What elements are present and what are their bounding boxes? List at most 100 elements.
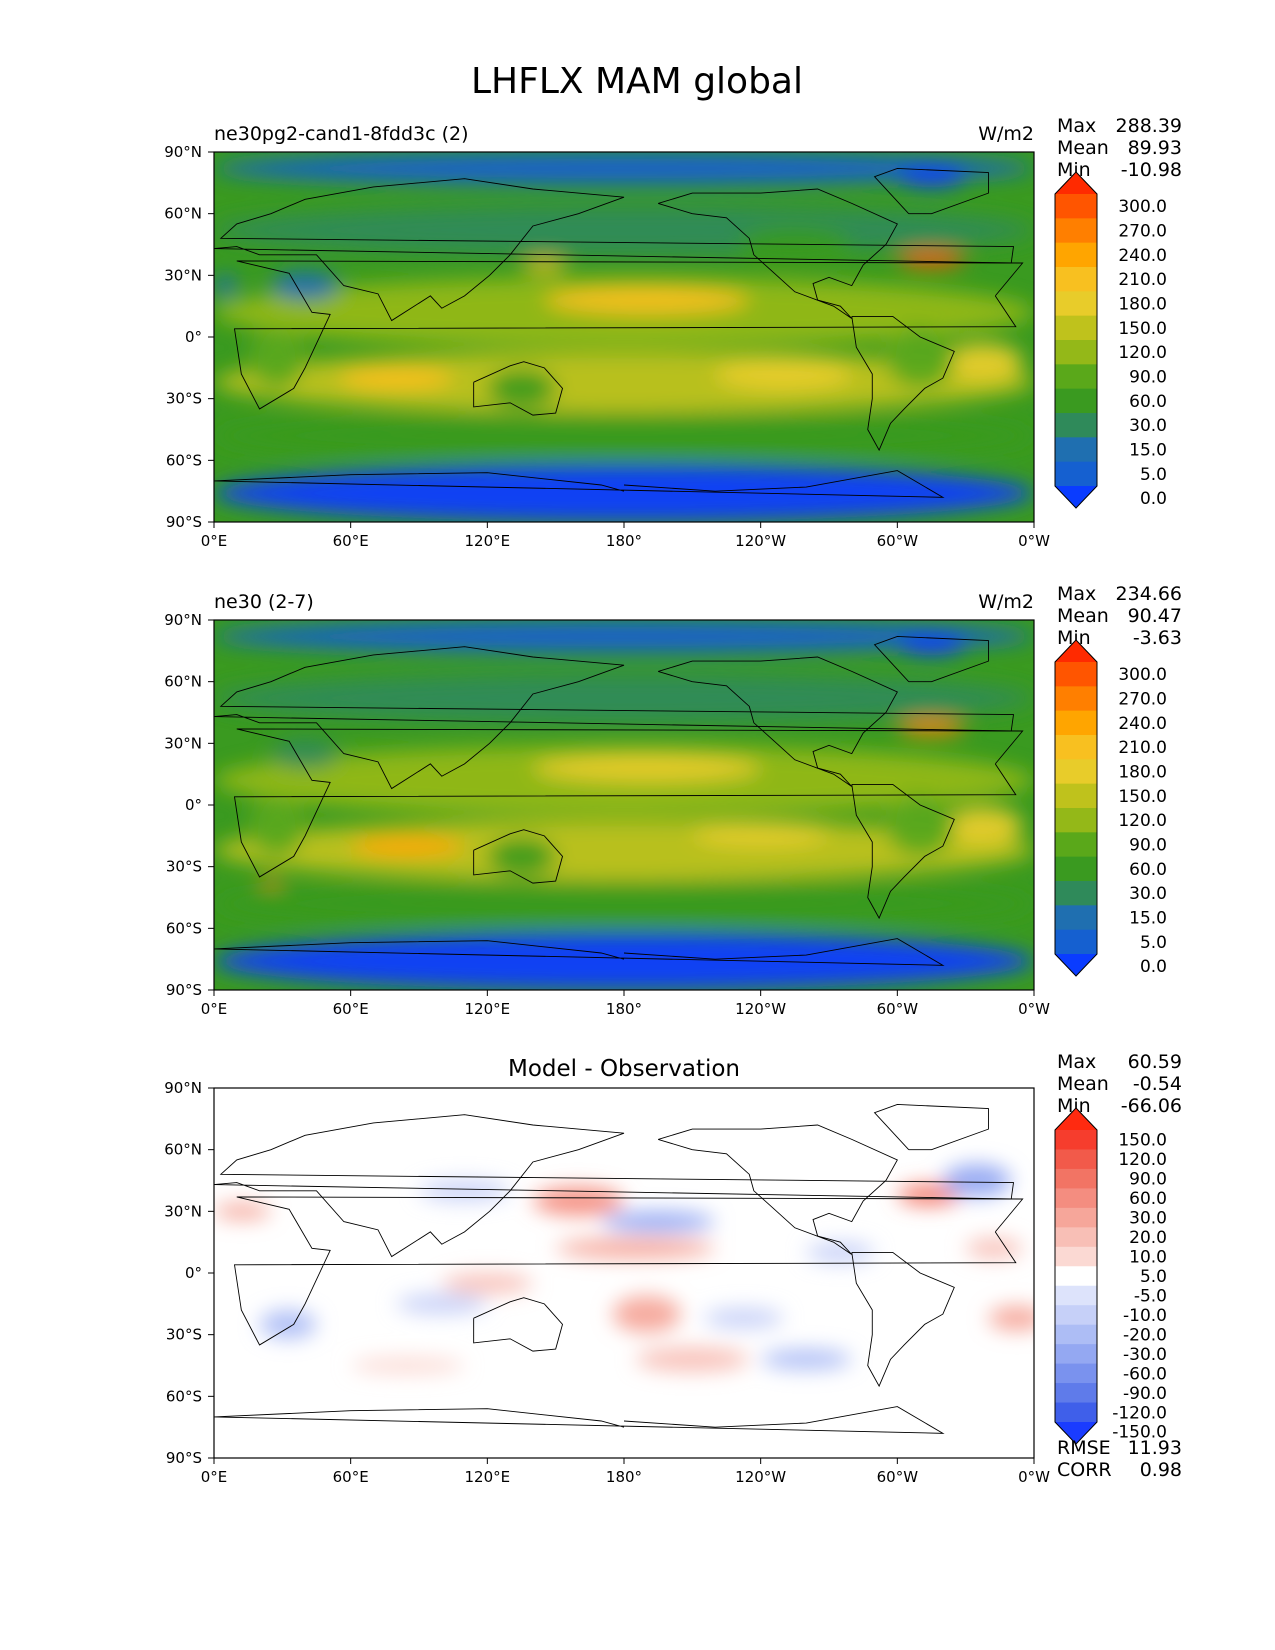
colorbar-label: 5.0 xyxy=(1140,933,1167,953)
contour-patch xyxy=(214,819,1034,882)
coastlines xyxy=(214,167,1024,498)
stat-label: Max xyxy=(1057,115,1096,137)
colorbar-extend-max xyxy=(1055,640,1097,662)
contour-patch xyxy=(806,1242,875,1263)
colorbar-segment xyxy=(1055,662,1097,687)
contour-patch xyxy=(703,1307,784,1329)
colorbar-label: 90.0 xyxy=(1129,836,1167,856)
colorbar-label: 60.0 xyxy=(1129,1189,1167,1209)
colorbar-label: 240.0 xyxy=(1118,714,1167,734)
contour-patch xyxy=(214,275,237,296)
colorbar-label: 10.0 xyxy=(1129,1248,1167,1268)
y-tick-label: 90°N xyxy=(164,1079,202,1097)
stat-value: -3.63 xyxy=(1133,627,1182,649)
colorbar-segment xyxy=(1055,1246,1097,1267)
x-tick-label: 120°W xyxy=(735,532,786,550)
contour-patch xyxy=(521,258,568,272)
colorbar-label: 270.0 xyxy=(1118,690,1167,710)
contour-patch xyxy=(897,718,966,736)
colorbar-segment xyxy=(1055,267,1097,292)
colorbar-segment xyxy=(1055,461,1097,487)
contour-patch xyxy=(692,821,830,847)
colorbar-label: 240.0 xyxy=(1118,246,1167,266)
contour-patch xyxy=(214,932,1034,990)
colorbar-label: 60.0 xyxy=(1129,860,1167,880)
coastline xyxy=(851,783,955,920)
coastline xyxy=(473,361,563,416)
colorbar-segment xyxy=(1055,1188,1097,1209)
colorbar-segment xyxy=(1055,1402,1097,1423)
contour-patch xyxy=(214,620,1034,653)
coastline xyxy=(851,315,955,452)
contour-patch xyxy=(897,1184,962,1206)
contour-patch xyxy=(555,1238,716,1259)
y-tick-label: 90°S xyxy=(166,513,202,531)
contour-patch xyxy=(441,1273,533,1294)
stat-label: Min xyxy=(1057,1095,1091,1117)
colorbar-segment xyxy=(1055,1227,1097,1248)
colorbar-segment xyxy=(1055,856,1097,882)
colorbar-label: 0.0 xyxy=(1140,957,1167,977)
colorbar-segment xyxy=(1055,1383,1097,1404)
stat-value: 90.47 xyxy=(1128,605,1182,627)
x-tick-label: 120°W xyxy=(735,1468,786,1486)
colorbar-segment xyxy=(1055,759,1097,785)
contour-patch xyxy=(214,413,1034,459)
stat-value: 234.66 xyxy=(1116,583,1182,605)
colorbar-label: 150.0 xyxy=(1118,1131,1167,1151)
coastline xyxy=(233,728,1024,878)
contour-patch xyxy=(214,464,1034,522)
panel-1: 0°E 60°E 120°E 180° 120°W 60°W 0°W 90°N 60°N 30°N… xyxy=(164,115,1182,550)
stat-value: 288.39 xyxy=(1116,115,1182,137)
stat-label: Mean xyxy=(1057,137,1109,159)
colorbar-segment xyxy=(1055,1266,1097,1287)
stat-label: Max xyxy=(1057,1051,1096,1073)
colorbar-segment xyxy=(1055,194,1097,219)
colorbar-segment xyxy=(1055,340,1097,365)
y-tick-label: 60°N xyxy=(164,205,202,223)
stat-label: Min xyxy=(1057,159,1091,181)
x-tick-label: 0°W xyxy=(1018,532,1050,550)
y-tick-label: 60°S xyxy=(166,1387,202,1405)
x-tick-label: 60°E xyxy=(333,1468,369,1486)
contour-fill xyxy=(214,620,1034,990)
coastline xyxy=(214,1114,1015,1258)
colorbar-label: 30.0 xyxy=(1129,1209,1167,1229)
colorbar-segment xyxy=(1055,783,1097,809)
stat-label: Mean xyxy=(1057,1073,1109,1095)
contour-patch xyxy=(396,1293,488,1315)
colorbar-segment xyxy=(1055,1130,1097,1151)
stat-label: Min xyxy=(1057,627,1091,649)
contour-patch xyxy=(419,1180,511,1202)
colorbar-segment xyxy=(1055,710,1097,736)
coastline xyxy=(658,188,898,319)
colorbar-label: -30.0 xyxy=(1123,1345,1167,1365)
colorbar-segment xyxy=(1055,905,1097,931)
colorbar-segment xyxy=(1055,1363,1097,1384)
coastlines xyxy=(214,635,1024,966)
colorbar-extend-min xyxy=(1055,486,1097,508)
coastline xyxy=(473,829,563,884)
colorbar-segment xyxy=(1055,364,1097,390)
y-tick-label: 60°N xyxy=(164,673,202,691)
colorbar-label: 30.0 xyxy=(1129,416,1167,436)
colorbar-outline xyxy=(1054,639,1098,977)
colorbar-label: -150.0 xyxy=(1112,1423,1167,1443)
contour-patch xyxy=(988,1305,1034,1331)
x-tick-label: 60°E xyxy=(333,1000,369,1018)
coastline xyxy=(473,1297,563,1352)
contour-patch xyxy=(214,673,1034,723)
colorbar-extend-max xyxy=(1055,1108,1097,1130)
y-tick-label: 30°S xyxy=(166,390,202,408)
colorbar-label: 90.0 xyxy=(1129,368,1167,388)
y-tick-label: 0° xyxy=(185,796,202,814)
colorbar-segment xyxy=(1055,881,1097,906)
colorbar-label: 210.0 xyxy=(1118,270,1167,290)
colorbar-segment xyxy=(1055,218,1097,244)
coastline xyxy=(658,1124,898,1255)
contour-patch xyxy=(885,794,955,857)
contour-fill xyxy=(214,1164,1034,1374)
colorbar-segment xyxy=(1055,686,1097,712)
colorbar-label: 60.0 xyxy=(1129,392,1167,412)
colorbar-extend-min xyxy=(1055,954,1097,976)
